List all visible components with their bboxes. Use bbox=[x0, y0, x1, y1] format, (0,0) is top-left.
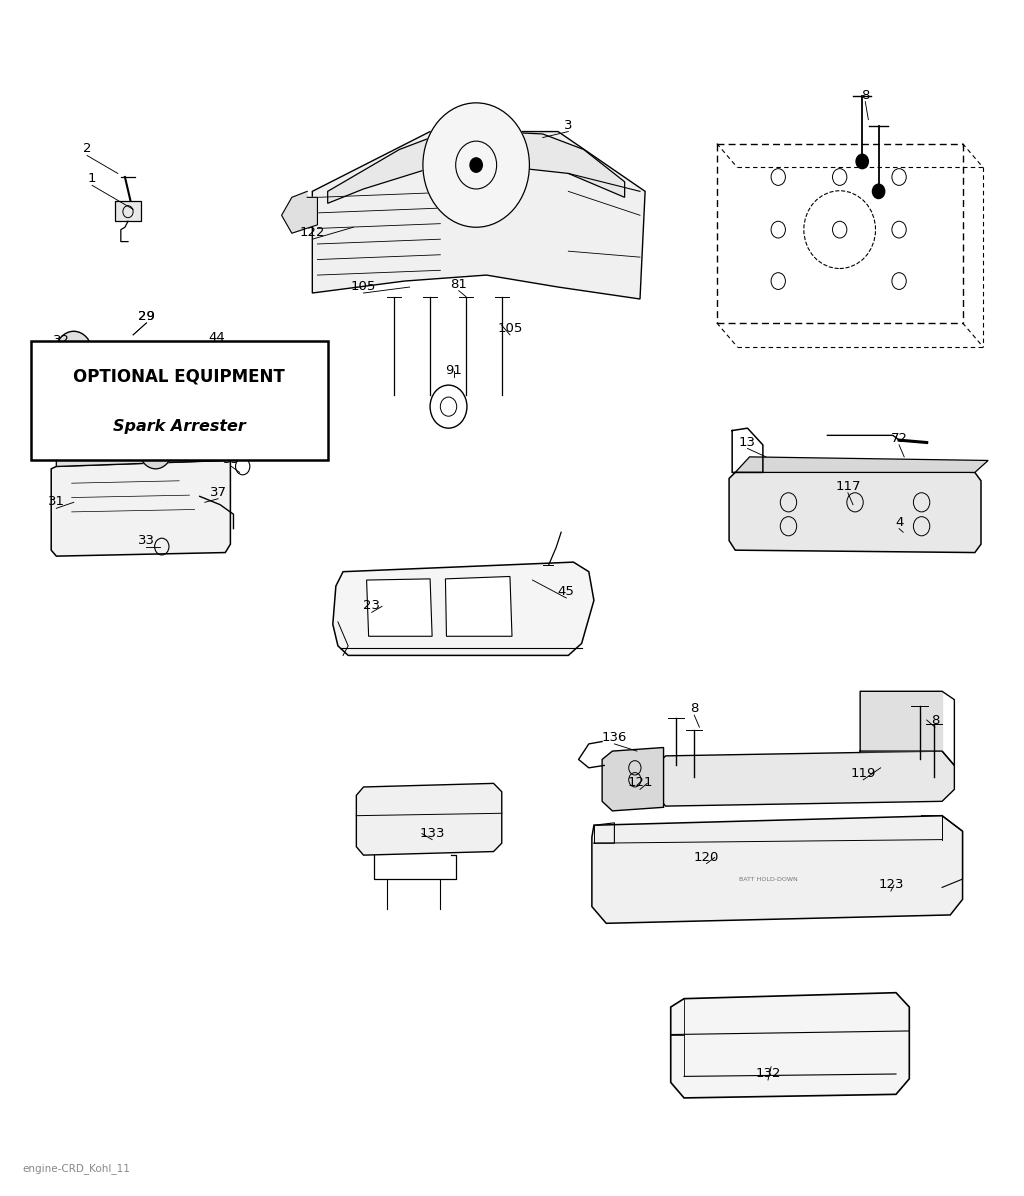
Text: 23: 23 bbox=[364, 599, 380, 612]
Text: BATT HOLD-DOWN: BATT HOLD-DOWN bbox=[738, 877, 798, 881]
Text: 8: 8 bbox=[690, 702, 698, 715]
Polygon shape bbox=[312, 132, 645, 299]
Text: 31: 31 bbox=[48, 495, 65, 508]
Polygon shape bbox=[115, 201, 141, 221]
Polygon shape bbox=[356, 783, 502, 855]
Polygon shape bbox=[51, 454, 230, 556]
Text: 46: 46 bbox=[199, 396, 215, 409]
Text: 37: 37 bbox=[210, 486, 226, 499]
Bar bbox=[31, 341, 328, 460]
Text: 123: 123 bbox=[879, 878, 903, 891]
Text: 44: 44 bbox=[209, 331, 225, 344]
Circle shape bbox=[430, 385, 467, 428]
Text: 1: 1 bbox=[88, 172, 96, 185]
Text: 81: 81 bbox=[451, 277, 467, 291]
Circle shape bbox=[139, 431, 172, 469]
Text: 33: 33 bbox=[138, 533, 155, 547]
Text: 29: 29 bbox=[138, 310, 155, 323]
Text: 4: 4 bbox=[895, 515, 903, 529]
Text: 8: 8 bbox=[861, 89, 869, 102]
Text: 8: 8 bbox=[931, 714, 939, 727]
Text: OPTIONAL EQUIPMENT: OPTIONAL EQUIPMENT bbox=[74, 367, 285, 386]
Polygon shape bbox=[56, 448, 244, 466]
Circle shape bbox=[55, 331, 92, 374]
Polygon shape bbox=[735, 457, 988, 472]
Polygon shape bbox=[729, 466, 981, 553]
Text: 29: 29 bbox=[138, 310, 155, 323]
Text: 120: 120 bbox=[694, 850, 719, 864]
Text: engine-CRD_Kohl_11: engine-CRD_Kohl_11 bbox=[23, 1164, 130, 1174]
Text: 105: 105 bbox=[498, 322, 522, 335]
Text: Spark Arrester: Spark Arrester bbox=[113, 420, 246, 434]
Text: 33: 33 bbox=[223, 453, 240, 466]
Text: 117: 117 bbox=[836, 480, 860, 493]
Text: 3: 3 bbox=[564, 118, 572, 132]
Polygon shape bbox=[860, 691, 942, 751]
Polygon shape bbox=[592, 816, 963, 923]
Text: 2: 2 bbox=[83, 142, 91, 155]
Polygon shape bbox=[445, 576, 512, 636]
Text: 91: 91 bbox=[445, 364, 462, 377]
Circle shape bbox=[470, 158, 482, 172]
Text: 72: 72 bbox=[891, 432, 907, 445]
Text: 122: 122 bbox=[300, 226, 325, 239]
Text: 136: 136 bbox=[602, 731, 627, 744]
Circle shape bbox=[423, 103, 529, 227]
Polygon shape bbox=[282, 191, 317, 233]
Text: 32: 32 bbox=[53, 334, 70, 347]
Polygon shape bbox=[328, 132, 625, 203]
Circle shape bbox=[856, 154, 868, 169]
Text: 45: 45 bbox=[558, 585, 574, 598]
Text: 132: 132 bbox=[756, 1067, 780, 1080]
Polygon shape bbox=[333, 562, 594, 655]
Polygon shape bbox=[653, 751, 954, 806]
Text: 105: 105 bbox=[351, 280, 376, 293]
Text: 119: 119 bbox=[851, 767, 876, 780]
Polygon shape bbox=[367, 579, 432, 636]
Text: 133: 133 bbox=[420, 826, 444, 840]
Polygon shape bbox=[602, 748, 664, 811]
Text: 121: 121 bbox=[628, 776, 652, 789]
Text: 13: 13 bbox=[739, 435, 756, 448]
Polygon shape bbox=[671, 993, 909, 1098]
Circle shape bbox=[872, 184, 885, 199]
